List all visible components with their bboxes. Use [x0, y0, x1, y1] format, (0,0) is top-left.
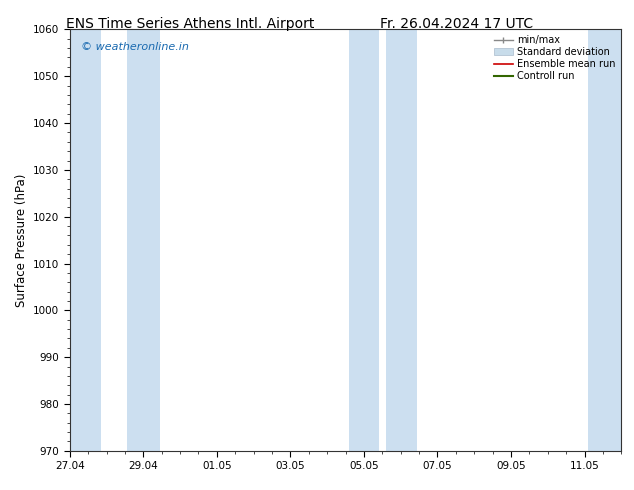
Bar	[588, 29, 621, 451]
Bar	[127, 29, 160, 451]
Bar	[349, 29, 378, 451]
Bar	[70, 29, 101, 451]
Legend: min/max, Standard deviation, Ensemble mean run, Controll run: min/max, Standard deviation, Ensemble me…	[491, 32, 618, 84]
Text: © weatheronline.in: © weatheronline.in	[81, 42, 189, 52]
Text: Fr. 26.04.2024 17 UTC: Fr. 26.04.2024 17 UTC	[380, 17, 533, 31]
Bar	[386, 29, 417, 451]
Text: ENS Time Series Athens Intl. Airport: ENS Time Series Athens Intl. Airport	[66, 17, 314, 31]
Y-axis label: Surface Pressure (hPa): Surface Pressure (hPa)	[15, 173, 27, 307]
